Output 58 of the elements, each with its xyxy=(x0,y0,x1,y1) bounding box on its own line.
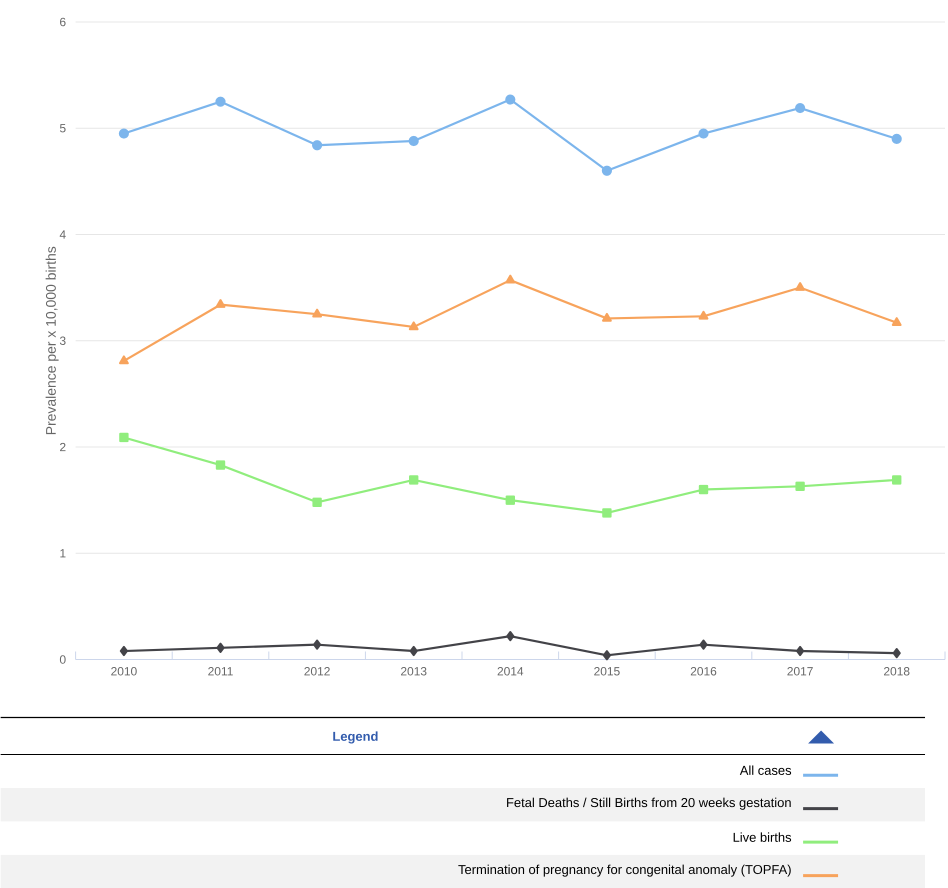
point xyxy=(892,317,902,326)
y-tick-label: 6 xyxy=(60,18,66,26)
point xyxy=(119,432,129,442)
point xyxy=(410,646,418,656)
x-tick-label: 2016 xyxy=(690,666,716,676)
point xyxy=(698,128,709,138)
point xyxy=(215,96,226,107)
x-tick-label: 2011 xyxy=(208,666,233,676)
point xyxy=(408,321,419,330)
point xyxy=(892,134,902,144)
point xyxy=(602,165,612,176)
x-tick-label: 2018 xyxy=(884,666,910,676)
x-tick-label: 2017 xyxy=(787,666,813,676)
y-tick-label: 3 xyxy=(60,336,66,345)
point xyxy=(216,460,226,470)
y-tick-label: 4 xyxy=(60,230,66,238)
point xyxy=(795,481,805,491)
point xyxy=(119,355,129,364)
point xyxy=(795,102,806,113)
legend-title: Legend xyxy=(333,731,378,744)
point xyxy=(312,308,322,318)
point xyxy=(698,310,708,320)
point xyxy=(795,282,806,291)
point xyxy=(118,128,129,138)
point xyxy=(312,140,322,150)
x-tick-label: 2014 xyxy=(498,666,524,676)
legend-label: Termination of pregnancy for congenital anomaly (TOPFA) xyxy=(458,864,791,876)
point xyxy=(409,475,418,484)
y-tick-label: 1 xyxy=(60,548,66,558)
y-tick-label: 0 xyxy=(60,655,66,664)
point xyxy=(602,312,612,322)
point xyxy=(506,495,515,505)
y-tick-label: 2 xyxy=(60,442,66,451)
x-tick-label: 2012 xyxy=(304,666,330,676)
legend-label: Live births xyxy=(734,832,792,842)
point xyxy=(698,484,708,494)
point xyxy=(892,475,902,484)
point xyxy=(796,646,804,656)
y-axis-title: Prevalence per x 10,000 births xyxy=(46,246,59,434)
point xyxy=(216,298,226,308)
point xyxy=(505,274,516,284)
point xyxy=(892,648,901,658)
legend-label: All cases xyxy=(740,765,792,775)
point xyxy=(216,642,225,653)
point xyxy=(602,650,611,660)
point xyxy=(699,639,708,650)
point xyxy=(505,94,516,104)
x-tick-label: 2015 xyxy=(594,666,620,676)
legend-label: Fetal Deaths / Still Births from 20 weeks gestation xyxy=(507,797,791,810)
x-tick-label: 2010 xyxy=(111,666,137,676)
point xyxy=(120,646,128,656)
point xyxy=(408,136,419,146)
x-tick-label: 2013 xyxy=(401,666,426,676)
point xyxy=(312,497,322,507)
point xyxy=(602,508,612,518)
point xyxy=(506,630,514,642)
point xyxy=(313,639,322,650)
y-tick-label: 5 xyxy=(60,124,66,132)
